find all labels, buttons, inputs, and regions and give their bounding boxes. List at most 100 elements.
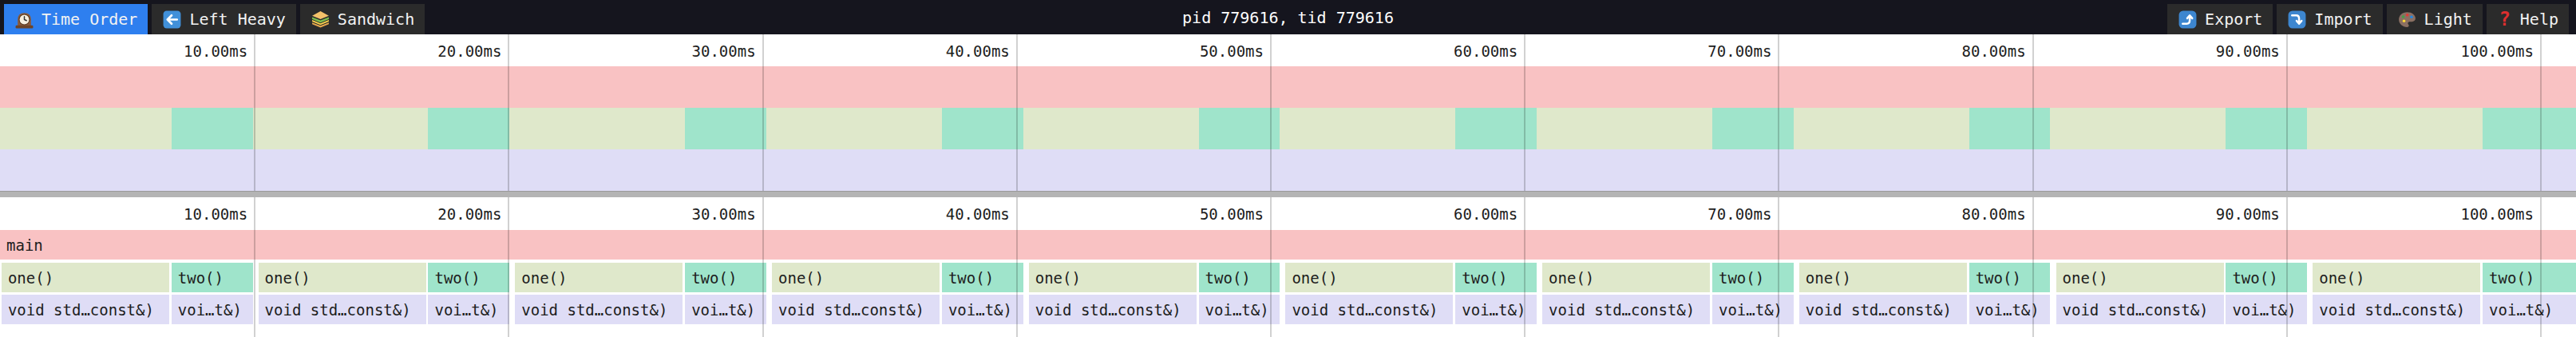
ruler-tick-label: 10.00ms bbox=[64, 34, 247, 66]
help-button[interactable]: ? Help bbox=[2487, 4, 2569, 34]
frame-sleep[interactable]: voi…t&) bbox=[1199, 295, 1280, 324]
ruler-tick-label: 100.00ms bbox=[2350, 34, 2534, 66]
minimap-block-two[interactable] bbox=[1969, 108, 2051, 149]
minimap-block-two[interactable] bbox=[2483, 108, 2576, 149]
tick-line bbox=[2286, 34, 2288, 191]
frame-sleep[interactable]: voi…t&) bbox=[2226, 295, 2307, 324]
import-icon bbox=[2287, 10, 2307, 30]
ruler-tick-label: 90.00ms bbox=[2096, 34, 2280, 66]
frame-two[interactable]: two() bbox=[1969, 263, 2051, 292]
frame-sleep[interactable]: void std…const&) bbox=[1029, 295, 1197, 324]
clock-icon bbox=[14, 10, 34, 30]
frame-two[interactable]: two() bbox=[2483, 263, 2576, 292]
action-label: Help bbox=[2520, 10, 2558, 29]
frame-two[interactable]: two() bbox=[1712, 263, 1794, 292]
view-tabs: Time Order Left Heavy Sandwich bbox=[4, 4, 425, 34]
ruler-tick-label: 50.00ms bbox=[1080, 34, 1264, 66]
ruler-tick-label: 40.00ms bbox=[826, 34, 1010, 66]
frame-sleep[interactable]: void std…const&) bbox=[259, 295, 426, 324]
ruler-tick-label: 70.00ms bbox=[1588, 197, 1771, 229]
ruler-tick-label: 80.00ms bbox=[1842, 197, 2026, 229]
tick-line bbox=[2286, 197, 2288, 337]
frame-one[interactable]: one() bbox=[1029, 263, 1197, 292]
frame-two[interactable]: two() bbox=[685, 263, 766, 292]
frame-sleep[interactable]: void std…const&) bbox=[1285, 295, 1453, 324]
minimap-block-two[interactable] bbox=[1712, 108, 1794, 149]
frame-sleep[interactable]: void std…const&) bbox=[1542, 295, 1710, 324]
ruler-tick-label: 10.00ms bbox=[64, 197, 247, 229]
minimap-block-two[interactable] bbox=[428, 108, 509, 149]
action-label: Light bbox=[2424, 10, 2472, 29]
frame-one[interactable]: one() bbox=[1285, 263, 1453, 292]
tick-line bbox=[1524, 197, 1525, 337]
frame-one[interactable]: one() bbox=[259, 263, 426, 292]
tab-time-order[interactable]: Time Order bbox=[4, 4, 148, 34]
minimap-block-two[interactable] bbox=[685, 108, 766, 149]
frame-sleep[interactable]: void std…const&) bbox=[2056, 295, 2224, 324]
theme-toggle-button[interactable]: Light bbox=[2387, 4, 2483, 34]
frame-sleep[interactable]: voi…t&) bbox=[1969, 295, 2051, 324]
ruler-tick-label: 100.00ms bbox=[2350, 197, 2534, 229]
frame-one[interactable]: one() bbox=[2056, 263, 2224, 292]
frame-sleep[interactable]: void std…const&) bbox=[515, 295, 683, 324]
tick-line bbox=[508, 197, 509, 337]
frame-sleep[interactable]: void std…const&) bbox=[1799, 295, 1967, 324]
sandwich-icon bbox=[311, 10, 330, 30]
export-button[interactable]: Export bbox=[2167, 4, 2273, 34]
frame-one[interactable]: one() bbox=[1799, 263, 1967, 292]
frame-sleep[interactable]: void std…const&) bbox=[2313, 295, 2480, 324]
frame-sleep[interactable]: voi…t&) bbox=[172, 295, 253, 324]
ruler-tick-label: 60.00ms bbox=[1334, 34, 1518, 66]
tick-line bbox=[1778, 197, 1779, 337]
minimap-row-grandchildren[interactable] bbox=[0, 149, 2576, 191]
left-arrow-icon bbox=[162, 10, 182, 30]
tick-line bbox=[1016, 34, 1018, 191]
flamechart[interactable]: mainone()void std…const&)two()voi…t&)one… bbox=[0, 197, 2576, 337]
ruler-tick-label: 80.00ms bbox=[1842, 34, 2026, 66]
frame-two[interactable]: two() bbox=[428, 263, 509, 292]
frame-sleep[interactable]: voi…t&) bbox=[685, 295, 766, 324]
tick-line bbox=[2032, 34, 2034, 191]
action-label: Export bbox=[2205, 10, 2262, 29]
tick-line bbox=[2540, 197, 2542, 337]
frame-main[interactable]: main bbox=[0, 230, 2576, 260]
frame-two[interactable]: two() bbox=[942, 263, 1023, 292]
frame-two[interactable]: two() bbox=[172, 263, 253, 292]
frame-sleep[interactable]: void std…const&) bbox=[772, 295, 940, 324]
tab-label: Sandwich bbox=[338, 10, 414, 29]
splitter[interactable] bbox=[0, 191, 2576, 197]
minimap-block-two[interactable] bbox=[942, 108, 1023, 149]
tick-line bbox=[762, 34, 764, 191]
minimap-block-two[interactable] bbox=[172, 108, 253, 149]
ruler-tick-label: 40.00ms bbox=[826, 197, 1010, 229]
minimap-row-children[interactable] bbox=[0, 108, 2576, 149]
frame-one[interactable]: one() bbox=[1542, 263, 1710, 292]
tick-line bbox=[1270, 34, 1272, 191]
tab-left-heavy[interactable]: Left Heavy bbox=[152, 4, 295, 34]
tab-sandwich[interactable]: Sandwich bbox=[300, 4, 425, 34]
frame-one[interactable]: one() bbox=[515, 263, 683, 292]
import-button[interactable]: Import bbox=[2277, 4, 2382, 34]
frame-sleep[interactable]: voi…t&) bbox=[428, 295, 509, 324]
tab-label: Time Order bbox=[42, 10, 137, 29]
frame-one[interactable]: one() bbox=[772, 263, 940, 292]
minimap-block-two[interactable] bbox=[2226, 108, 2307, 149]
frame-sleep[interactable]: voi…t&) bbox=[2483, 295, 2576, 324]
minimap-block-two[interactable] bbox=[1199, 108, 1280, 149]
ruler-tick-label: 20.00ms bbox=[318, 34, 501, 66]
ruler-tick-label: 20.00ms bbox=[318, 197, 501, 229]
frame-two[interactable]: two() bbox=[1199, 263, 1280, 292]
frame-one[interactable]: one() bbox=[2313, 263, 2480, 292]
frame-two[interactable]: two() bbox=[2226, 263, 2307, 292]
tick-line bbox=[1270, 197, 1272, 337]
minimap[interactable]: 10.00ms20.00ms30.00ms40.00ms50.00ms60.00… bbox=[0, 34, 2576, 191]
frame-sleep[interactable]: voi…t&) bbox=[942, 295, 1023, 324]
frame-sleep[interactable]: void std…const&) bbox=[2, 295, 169, 324]
tick-line bbox=[508, 34, 509, 191]
frame-one[interactable]: one() bbox=[2, 263, 169, 292]
ruler-tick-label: 70.00ms bbox=[1588, 34, 1771, 66]
frame-sleep[interactable]: voi…t&) bbox=[1712, 295, 1794, 324]
minimap-row-main[interactable] bbox=[0, 66, 2576, 108]
tick-line bbox=[1778, 34, 1779, 191]
tick-line bbox=[1016, 197, 1018, 337]
